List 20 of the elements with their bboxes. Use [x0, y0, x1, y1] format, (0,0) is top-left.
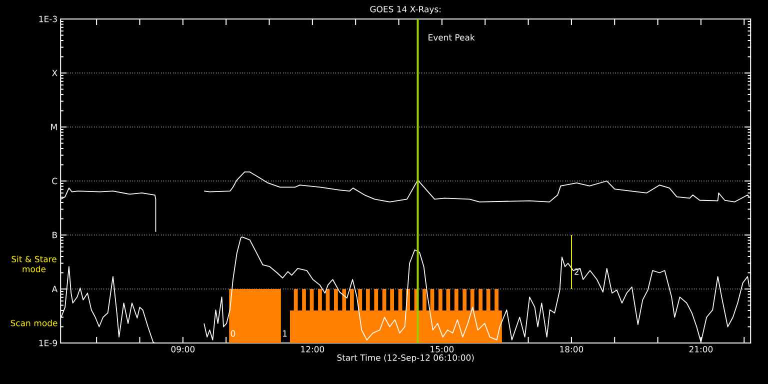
annotation: 1: [283, 330, 287, 337]
x-tick-label: 12:00: [301, 346, 324, 352]
x-tick-label: 21:00: [689, 346, 713, 352]
annotation: 0: [230, 330, 236, 337]
y-tick-label: 1E-9: [39, 340, 57, 346]
chart-title: GOES 14 X-Rays:: [370, 6, 440, 14]
x-tick-label: 15:00: [430, 346, 454, 352]
y-tick-label: A: [52, 286, 58, 292]
y-tick-label: M: [51, 124, 57, 130]
ref-line-label: Event Peak: [428, 34, 475, 41]
text: Sit & Stare mode: [12, 256, 56, 272]
y-tick-label: B: [52, 232, 57, 238]
text: Scan mode: [10, 320, 58, 326]
x-tick-label: 09:00: [171, 346, 195, 352]
x-axis-title: Start Time (12-Sep-12 06:10:00): [337, 354, 474, 362]
y-tick-label: C: [52, 178, 58, 184]
x-tick-label: 18:00: [560, 346, 584, 352]
annotation: 2: [574, 268, 578, 275]
y-tick-label: X: [52, 70, 58, 76]
y-tick-label: 1E-3: [39, 16, 57, 22]
